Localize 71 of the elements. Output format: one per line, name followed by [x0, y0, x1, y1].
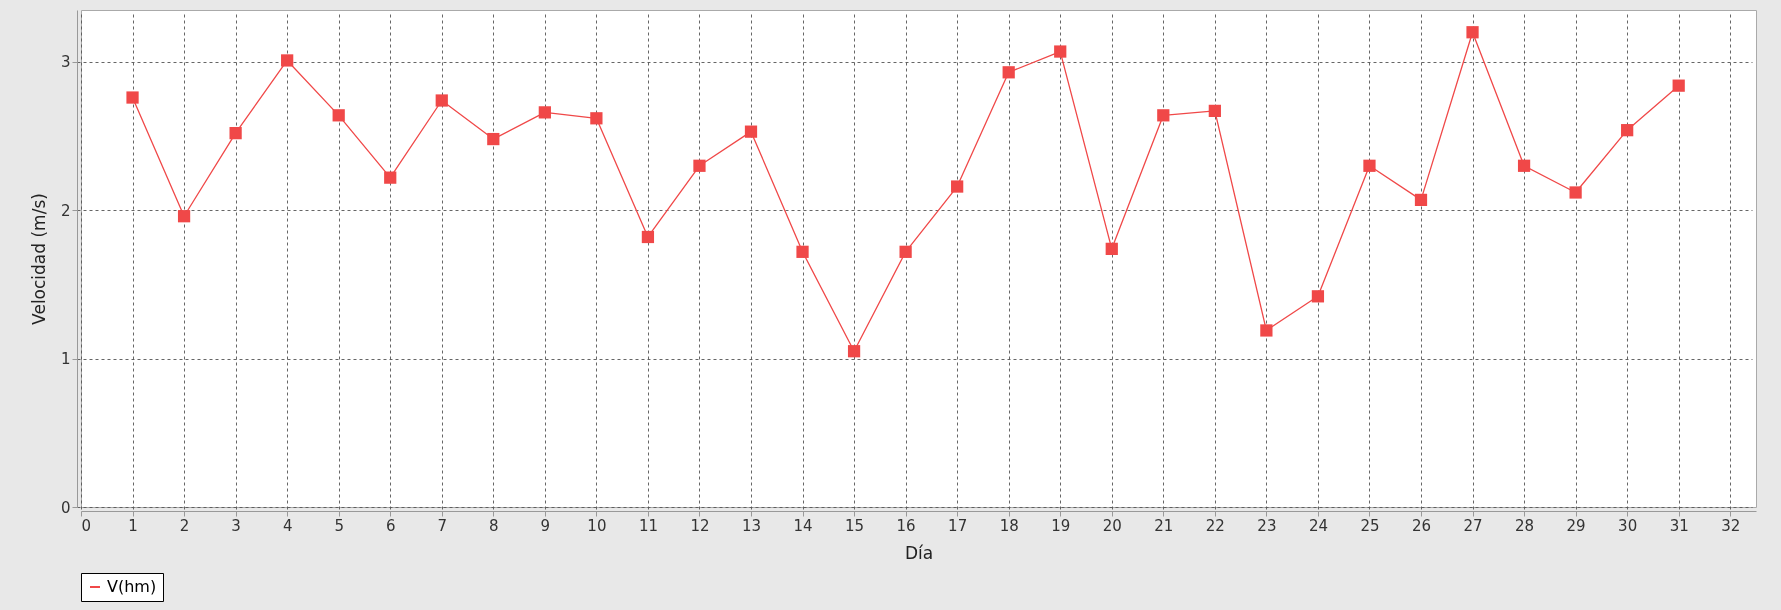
point [1311, 290, 1325, 303]
y-axis-title: Velocidad (m/s) [28, 193, 49, 325]
y-tick-label: 1 [60, 350, 71, 369]
x-axis-title: Día [904, 542, 934, 563]
x-tick-label: 5 [334, 516, 344, 535]
point [744, 125, 758, 138]
x-tick-label: 22 [1205, 516, 1225, 535]
x-tick-label: 9 [540, 516, 551, 535]
point [1260, 324, 1273, 337]
x-tick-label: 15 [845, 516, 865, 535]
x-tick-label: 11 [638, 516, 658, 535]
x-tick-label: 6 [385, 516, 396, 535]
point [384, 171, 397, 184]
x-tick-label: 17 [948, 516, 968, 535]
x-tick-label: 25 [1360, 516, 1380, 535]
point [1208, 104, 1221, 118]
x-tick-label: 31 [1669, 516, 1689, 535]
point [1002, 66, 1015, 79]
point [899, 245, 912, 258]
point [1414, 193, 1428, 207]
point [177, 210, 191, 223]
x-tick-label: 14 [793, 516, 813, 535]
point [796, 245, 809, 258]
x-tick-label: 7 [437, 516, 448, 535]
x-tick-label: 13 [741, 516, 762, 535]
x-tick-label: 32 [1721, 516, 1741, 535]
point [693, 159, 706, 172]
x-tick-label: 3 [231, 516, 241, 535]
x-tick-label: 24 [1308, 516, 1328, 535]
point [1517, 159, 1531, 172]
point [126, 91, 139, 104]
point [1569, 186, 1582, 199]
point [951, 180, 964, 193]
x-tick-label: 21 [1154, 516, 1174, 535]
x-tick-label: 29 [1566, 516, 1586, 535]
x-tick-label: 23 [1257, 516, 1277, 535]
legend-label: V(hm) [107, 577, 157, 596]
x-tick-label: 1 [128, 516, 138, 535]
x-tick-label: 10 [587, 516, 607, 535]
point [847, 345, 861, 358]
y-tick-label: 2 [60, 201, 71, 220]
x-tick-label: 18 [999, 516, 1019, 535]
x-tick-label: 30 [1618, 516, 1638, 535]
point [332, 109, 345, 122]
point [1363, 159, 1376, 172]
x-tick-label: 16 [896, 516, 916, 535]
x-tick-label: 27 [1463, 516, 1483, 535]
x-tick-label: 8 [489, 516, 499, 535]
point [590, 112, 603, 125]
point [1672, 79, 1685, 92]
point [641, 230, 655, 244]
point [1054, 45, 1067, 58]
y-tick-label: 0 [60, 498, 71, 517]
x-tick-label: 19 [1051, 516, 1071, 535]
point [1466, 26, 1479, 39]
point [435, 94, 448, 107]
x-tick-label: 20 [1102, 516, 1122, 535]
point [1621, 124, 1634, 137]
point [538, 106, 551, 119]
x-tick-label: 28 [1515, 516, 1535, 535]
x-tick-label: 12 [690, 516, 710, 535]
x-tick-label: 26 [1411, 516, 1432, 535]
point [1157, 109, 1170, 122]
point [1105, 242, 1118, 255]
point [487, 132, 500, 146]
x-tick-label: 2 [179, 516, 190, 535]
point [281, 54, 294, 67]
x-tick-label: 0 [81, 516, 92, 535]
y-tick-label: 3 [60, 53, 71, 72]
point [229, 127, 242, 140]
x-tick-label: 4 [282, 516, 293, 535]
